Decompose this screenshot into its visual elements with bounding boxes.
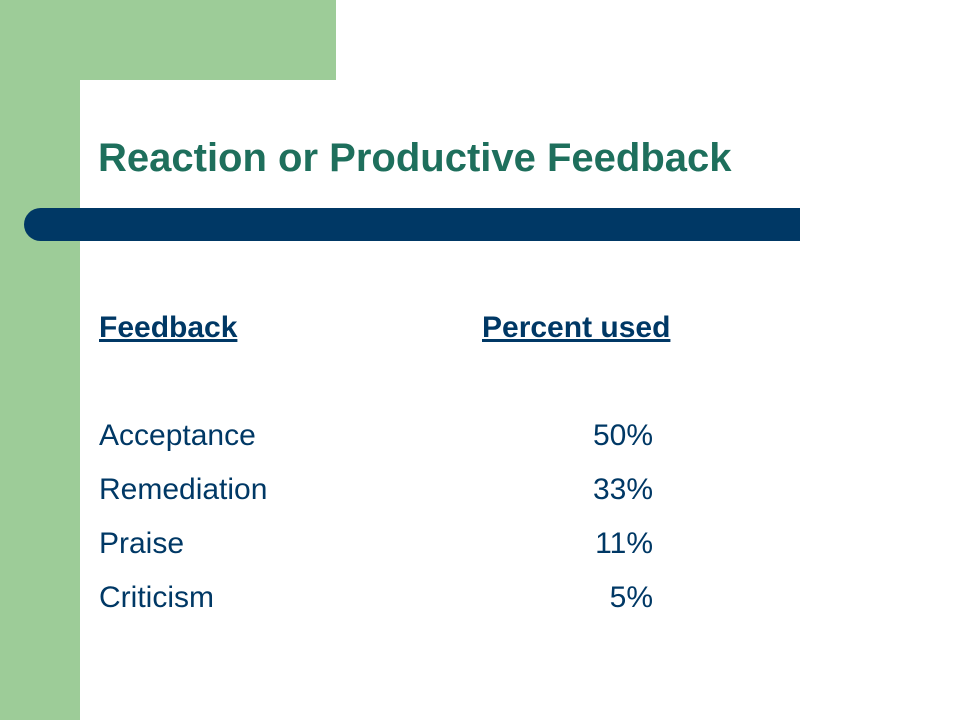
slide-title: Reaction or Productive Feedback — [98, 136, 732, 180]
table-row: Praise 11% — [99, 527, 659, 581]
column-header-percent-used: Percent used — [482, 311, 671, 344]
title-underline-bar — [24, 208, 800, 241]
row-percent: 50% — [592, 419, 653, 452]
row-percent: 33% — [592, 473, 653, 506]
table-row: Criticism 5% — [99, 581, 659, 635]
row-label: Remediation — [99, 473, 268, 506]
row-percent: 11% — [595, 527, 653, 560]
row-label: Acceptance — [99, 419, 256, 452]
feedback-table: Acceptance 50% Remediation 33% Praise 11… — [99, 419, 659, 635]
decorative-green-sidebar — [0, 0, 80, 720]
table-row: Remediation 33% — [99, 473, 659, 527]
content-panel — [80, 80, 960, 720]
row-percent: 5% — [609, 581, 653, 614]
row-label: Praise — [99, 527, 185, 560]
table-row: Acceptance 50% — [99, 419, 659, 473]
column-header-feedback: Feedback — [99, 311, 238, 344]
row-label: Criticism — [99, 581, 214, 614]
